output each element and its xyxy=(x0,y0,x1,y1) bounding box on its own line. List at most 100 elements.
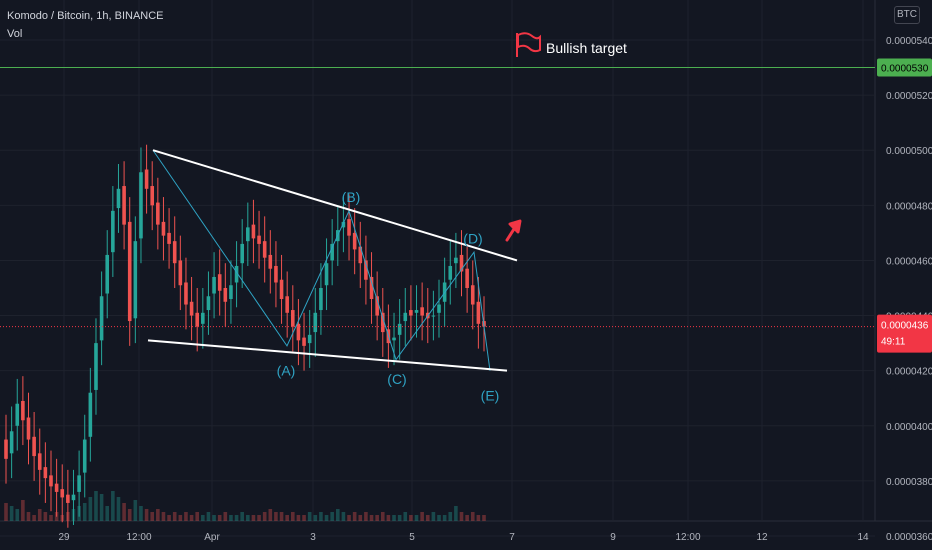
target-price-tag xyxy=(877,58,932,77)
volume-bar xyxy=(324,515,329,521)
volume-bar xyxy=(302,515,306,521)
candle-body xyxy=(122,186,126,225)
volume-bar xyxy=(133,500,138,521)
candles xyxy=(4,144,486,528)
current-price-label: 0.0000436 xyxy=(881,321,929,332)
price-axis[interactable]: 0.0000540 0.0000520 0.0000500 0.0000480 0.00… xyxy=(886,36,932,543)
volume-bar xyxy=(15,509,20,521)
volume-bar xyxy=(167,515,171,521)
volume-bar xyxy=(442,515,447,521)
volume-bar xyxy=(229,515,233,521)
candle-body xyxy=(291,310,295,327)
candle-body xyxy=(240,243,244,264)
volume-bar xyxy=(156,509,160,521)
price-tick-label: 0.0000540 xyxy=(886,36,932,47)
volume-bar xyxy=(184,512,188,521)
volume-bar xyxy=(454,506,458,521)
candle-body xyxy=(358,246,363,264)
volume-bar xyxy=(364,512,368,521)
volume-bar xyxy=(144,509,149,521)
candle-body xyxy=(302,337,306,346)
candle-body xyxy=(285,296,289,313)
candle-body xyxy=(217,274,222,291)
target-label: Bullish target xyxy=(546,40,627,56)
volume-indicator-label[interactable]: Vol xyxy=(7,28,23,40)
candle-body xyxy=(330,243,334,261)
candle-body xyxy=(71,494,76,501)
candle-body xyxy=(212,276,216,294)
volume-bar xyxy=(313,515,318,521)
candle-body xyxy=(414,310,419,313)
volume-bar xyxy=(369,515,374,521)
volume-bar xyxy=(49,515,53,521)
time-tick-label: 7 xyxy=(509,532,515,543)
candle-body xyxy=(105,254,110,294)
time-tick-label: 29 xyxy=(58,532,70,543)
volume-bar xyxy=(476,515,481,521)
candle-body xyxy=(161,221,166,236)
volume-bar xyxy=(251,515,256,521)
candle-body xyxy=(21,400,25,421)
volume-bar xyxy=(268,509,273,521)
volume-bar xyxy=(420,512,424,521)
annotations: 0.0000530 0.0000436 49:11 Bullish target xyxy=(505,32,932,353)
candle-body xyxy=(184,282,188,305)
candle-body xyxy=(172,241,177,264)
time-tick-label: 12:00 xyxy=(126,532,151,543)
volume-bar xyxy=(470,512,475,521)
volume-bar xyxy=(4,503,8,521)
candle-body xyxy=(319,288,323,311)
volume-bar xyxy=(195,512,199,521)
volume-bar xyxy=(291,512,295,521)
candle-body xyxy=(201,312,205,324)
price-tick-label: 0.0000380 xyxy=(886,477,932,488)
volume-bar xyxy=(234,515,239,521)
triangle-trendlines xyxy=(147,149,518,372)
candle-body xyxy=(324,263,329,286)
candle-body xyxy=(37,453,42,470)
volume-bars xyxy=(4,491,486,521)
price-tick-label: 0.0000460 xyxy=(886,256,932,267)
volume-bar xyxy=(409,515,413,521)
candle-body xyxy=(94,343,98,390)
candle-body xyxy=(167,232,171,244)
candle-body xyxy=(9,431,14,454)
volume-bar xyxy=(172,512,177,521)
volume-bar xyxy=(21,500,25,521)
volume-bar xyxy=(414,515,419,521)
wave-label: (E) xyxy=(481,387,500,403)
wave-labels: (A) (B) (C) (D) (E) xyxy=(277,189,500,403)
candle-body xyxy=(54,483,59,492)
volume-bar xyxy=(380,512,385,521)
volume-bar xyxy=(448,512,453,521)
volume-bar xyxy=(386,515,391,521)
candle-body xyxy=(454,257,458,264)
time-axis[interactable]: 29 12:00 Apr 3 5 7 9 12:00 12 14 xyxy=(58,532,869,543)
time-tick-label: 14 xyxy=(857,532,869,543)
candle-body xyxy=(66,494,70,503)
price-tick-label: 0.0000480 xyxy=(886,201,932,212)
volume-bar xyxy=(26,512,31,521)
candle-body xyxy=(476,301,481,324)
volume-bar xyxy=(32,515,36,521)
volume-bar xyxy=(116,497,121,521)
volume-bar xyxy=(319,512,323,521)
candle-body xyxy=(82,439,87,473)
candle-body xyxy=(60,489,65,498)
candle-body xyxy=(206,296,211,311)
candle-body xyxy=(431,315,436,317)
candle-body xyxy=(88,392,93,437)
currency-badge[interactable]: BTC xyxy=(894,6,920,24)
candle-body xyxy=(26,417,31,440)
volume-bar xyxy=(88,497,93,521)
candle-body xyxy=(150,186,155,206)
candle-body xyxy=(347,219,351,236)
volume-bar xyxy=(279,512,284,521)
arrow-up-right-icon xyxy=(505,219,522,242)
candle-body xyxy=(375,296,379,316)
volume-bar xyxy=(465,515,469,521)
volume-bar xyxy=(330,512,334,521)
candle-body xyxy=(397,323,402,335)
